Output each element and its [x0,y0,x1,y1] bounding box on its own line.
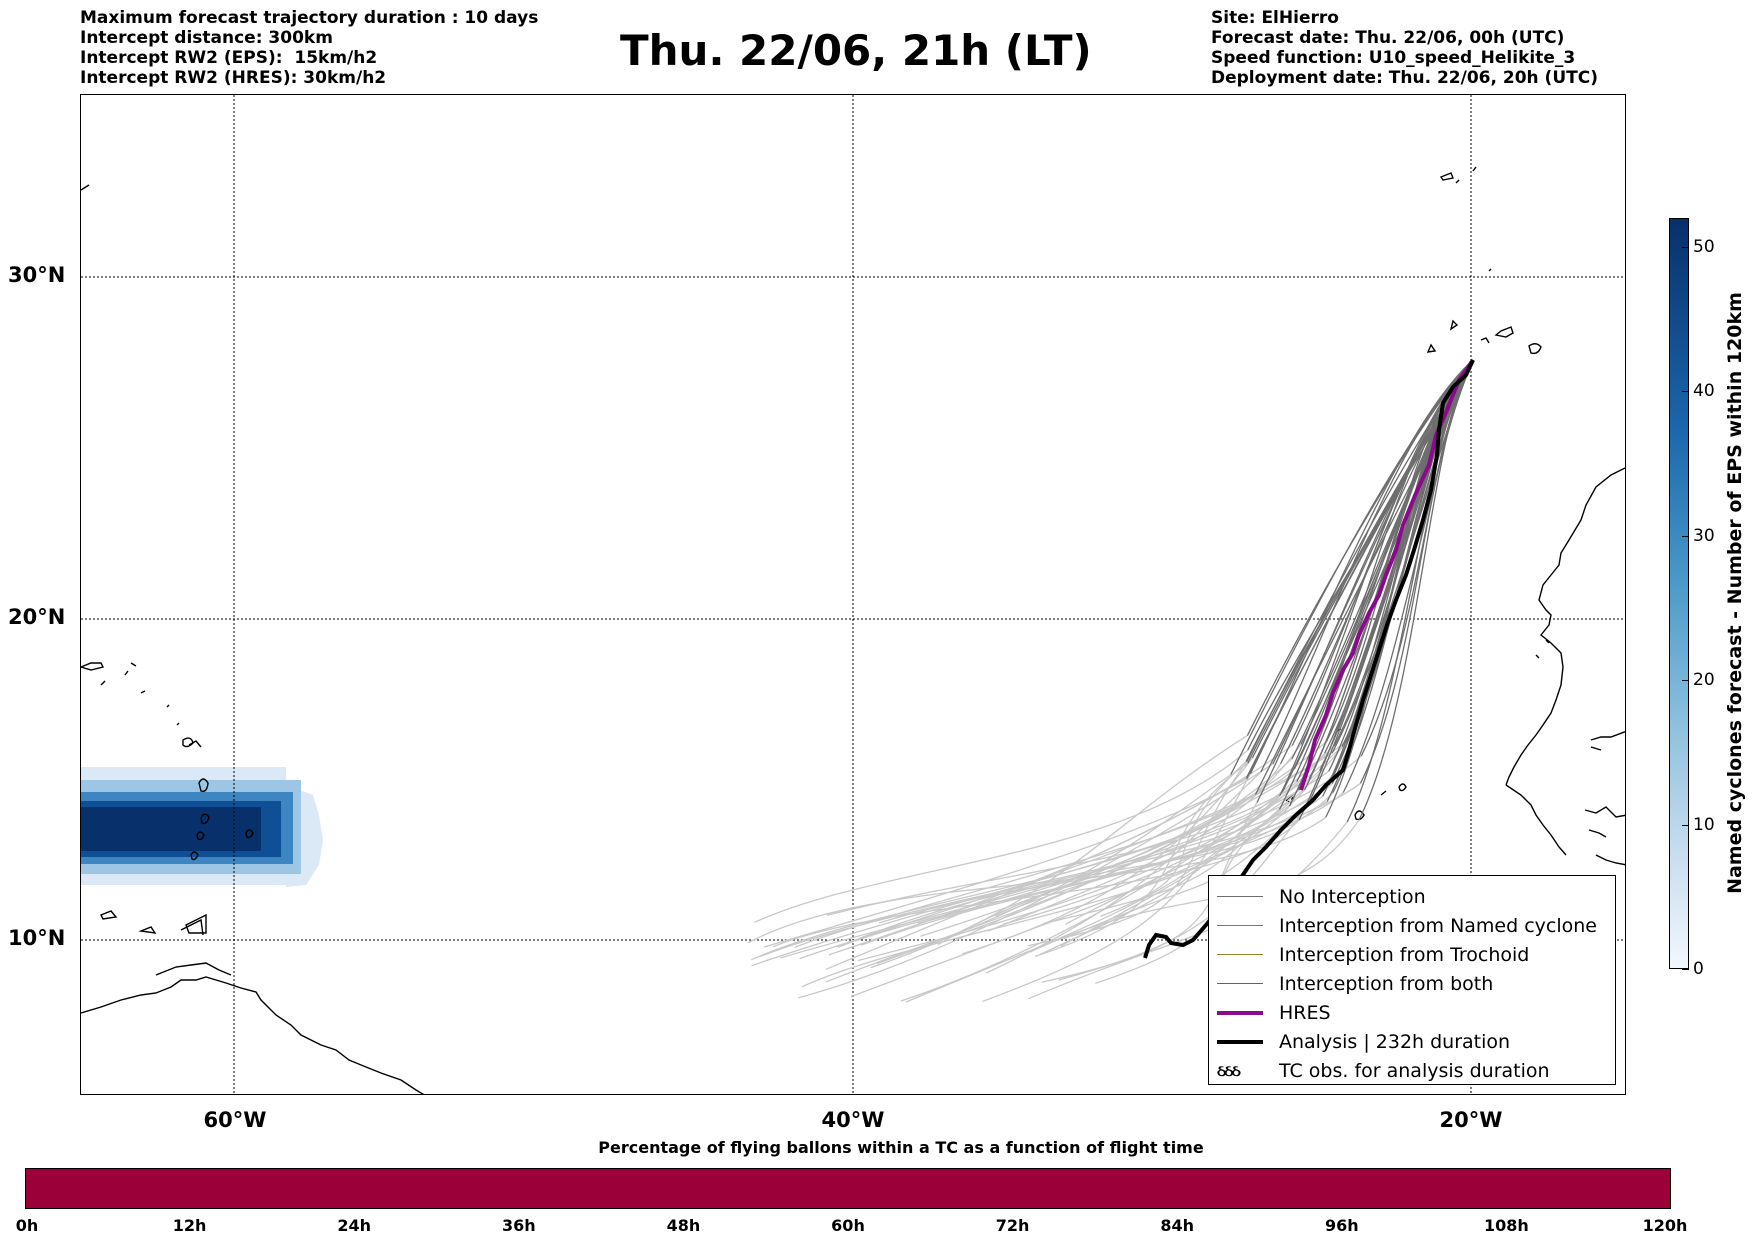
colorbar-tick-label: 40 [1693,381,1715,402]
flight-time-tick: 72h [995,1216,1030,1235]
colorbar-tick-mark [1682,535,1689,537]
header-left-line: Intercept distance: 300km [80,28,333,48]
colorbar-tick-mark [1682,969,1689,970]
trajectory-line [1308,359,1474,780]
trajectory-line [1358,359,1474,821]
trajectory-line [826,781,1298,916]
legend-label: No Interception [1279,885,1426,908]
map-legend: No Interception Interception from Named … [1208,875,1616,1085]
legend-item: HRES [1217,998,1607,1027]
lon-label: 60°W [203,1108,267,1132]
trajectory-line [763,778,1247,948]
colorbar [1669,218,1689,969]
trajectory-line [879,789,1299,924]
trajectory-line [917,793,1256,925]
trajectory-line [1063,805,1308,940]
flight-time-tick: 0h [15,1216,39,1235]
map-panel [80,94,1626,1095]
coastlines [81,166,1625,1094]
legend-item: Analysis | 232h duration [1217,1027,1607,1056]
lat-label: 30°N [8,263,66,287]
colorbar-tick-mark [1682,391,1689,393]
legend-swatch [1217,1039,1263,1044]
trajectory-line [1342,359,1474,793]
header-left-line: Intercept RW2 (HRES): 30km/h2 [80,68,387,88]
flight-time-tick: 120h [1642,1216,1688,1235]
trajectory-line [1304,359,1474,791]
map-canvas [81,95,1625,1094]
lon-label: 40°W [821,1108,885,1132]
legend-label: Analysis | 232h duration [1279,1030,1511,1053]
legend-item: Interception from both [1217,969,1607,998]
header-right-line: Speed function: U10_speed_Helikite_3 [1211,48,1576,68]
lon-label: 20°W [1439,1108,1503,1132]
trajectory-line [754,749,1249,923]
colorbar-tick-mark [1682,246,1689,248]
header-left-line: Maximum forecast trajectory duration : 1… [80,8,539,28]
hres-trajectory [1299,358,1475,791]
page-title: Thu. 22/06, 21h (LT) [620,26,1092,75]
trajectory-line [1249,359,1474,775]
legend-label: Interception from Trochoid [1279,943,1530,966]
header-right-line: Deployment date: Thu. 22/06, 20h (UTC) [1211,68,1598,88]
trajectory-line [841,782,1361,947]
header-right-info: Site: ElHierro Forecast date: Thu. 22/06… [1211,8,1598,88]
trajectory-line [962,757,1253,955]
trajectory-line [751,778,1310,967]
legend-swatch [1217,954,1263,955]
trajectory-line [1027,761,1248,947]
flight-time-tick: 60h [831,1216,865,1235]
colorbar-tick-label: 20 [1693,670,1715,691]
flight-time-bar [25,1168,1671,1209]
flight-time-tick: 36h [501,1216,536,1235]
header-left-line: Intercept RW2 (EPS): 15km/h2 [80,48,378,68]
legend-swatch [1217,1010,1263,1015]
colorbar-tick-mark [1682,680,1689,682]
legend-swatch [1217,896,1263,897]
flight-time-tick: 48h [666,1216,701,1235]
colorbar-tick-mark [1682,824,1689,826]
trajectory-line [1230,359,1474,775]
header-right-line: Site: ElHierro [1211,8,1339,28]
tc-density-blob [81,767,323,887]
colorbar-tick-label: 30 [1693,525,1715,546]
legend-item: Interception from Trochoid [1217,940,1607,969]
header-right-line: Forecast date: Thu. 22/06, 00h (UTC) [1211,28,1565,48]
colorbar-tick-label: 10 [1693,814,1715,835]
trajectory-line [1346,359,1474,823]
legend-item: Interception from Named cyclone [1217,911,1607,940]
colorbar-tick-label: 50 [1693,236,1715,257]
legend-swatch [1217,925,1263,926]
flight-time-tick: 96h [1324,1216,1359,1235]
header-left-info: Maximum forecast trajectory duration : 1… [80,8,538,88]
legend-label: HRES [1279,1001,1331,1024]
legend-label: TC obs. for analysis duration [1279,1059,1550,1082]
trajectory-line [1041,802,1258,983]
colorbar-tick-label: 0 [1693,959,1704,979]
trajectory-line [772,819,1300,948]
legend-item: ઠઠઠ TC obs. for analysis duration [1217,1056,1607,1085]
flight-time-tick: 108h [1483,1216,1529,1235]
flight-time-tick: 12h [172,1216,207,1235]
trajectory-line [794,768,1295,949]
bottom-bar-title: Percentage of flying ballons within a TC… [598,1138,1204,1157]
lat-label: 20°N [8,605,66,629]
legend-label: Interception from Named cyclone [1279,914,1597,937]
flight-time-tick: 24h [337,1216,372,1235]
analysis-trajectory [1143,359,1475,959]
trajectory-line [982,773,1251,1003]
trajectory-line [1002,752,1326,925]
legend-swatch [1217,983,1263,984]
tc-obs-icon: ઠઠઠ [1217,1060,1241,1080]
legend-label: Interception from both [1279,972,1494,995]
legend-item: No Interception [1217,882,1607,911]
trajectory-line [850,801,1328,998]
trajectory-line [995,795,1324,917]
trajectory-line [988,744,1302,932]
flight-time-tick: 84h [1160,1216,1195,1235]
trajectory-line [1100,761,1247,917]
colorbar-title: Named cyclones forecast - Number of EPS … [1724,292,1746,894]
trajectory-line [1260,359,1474,773]
lat-label: 10°N [8,926,66,950]
